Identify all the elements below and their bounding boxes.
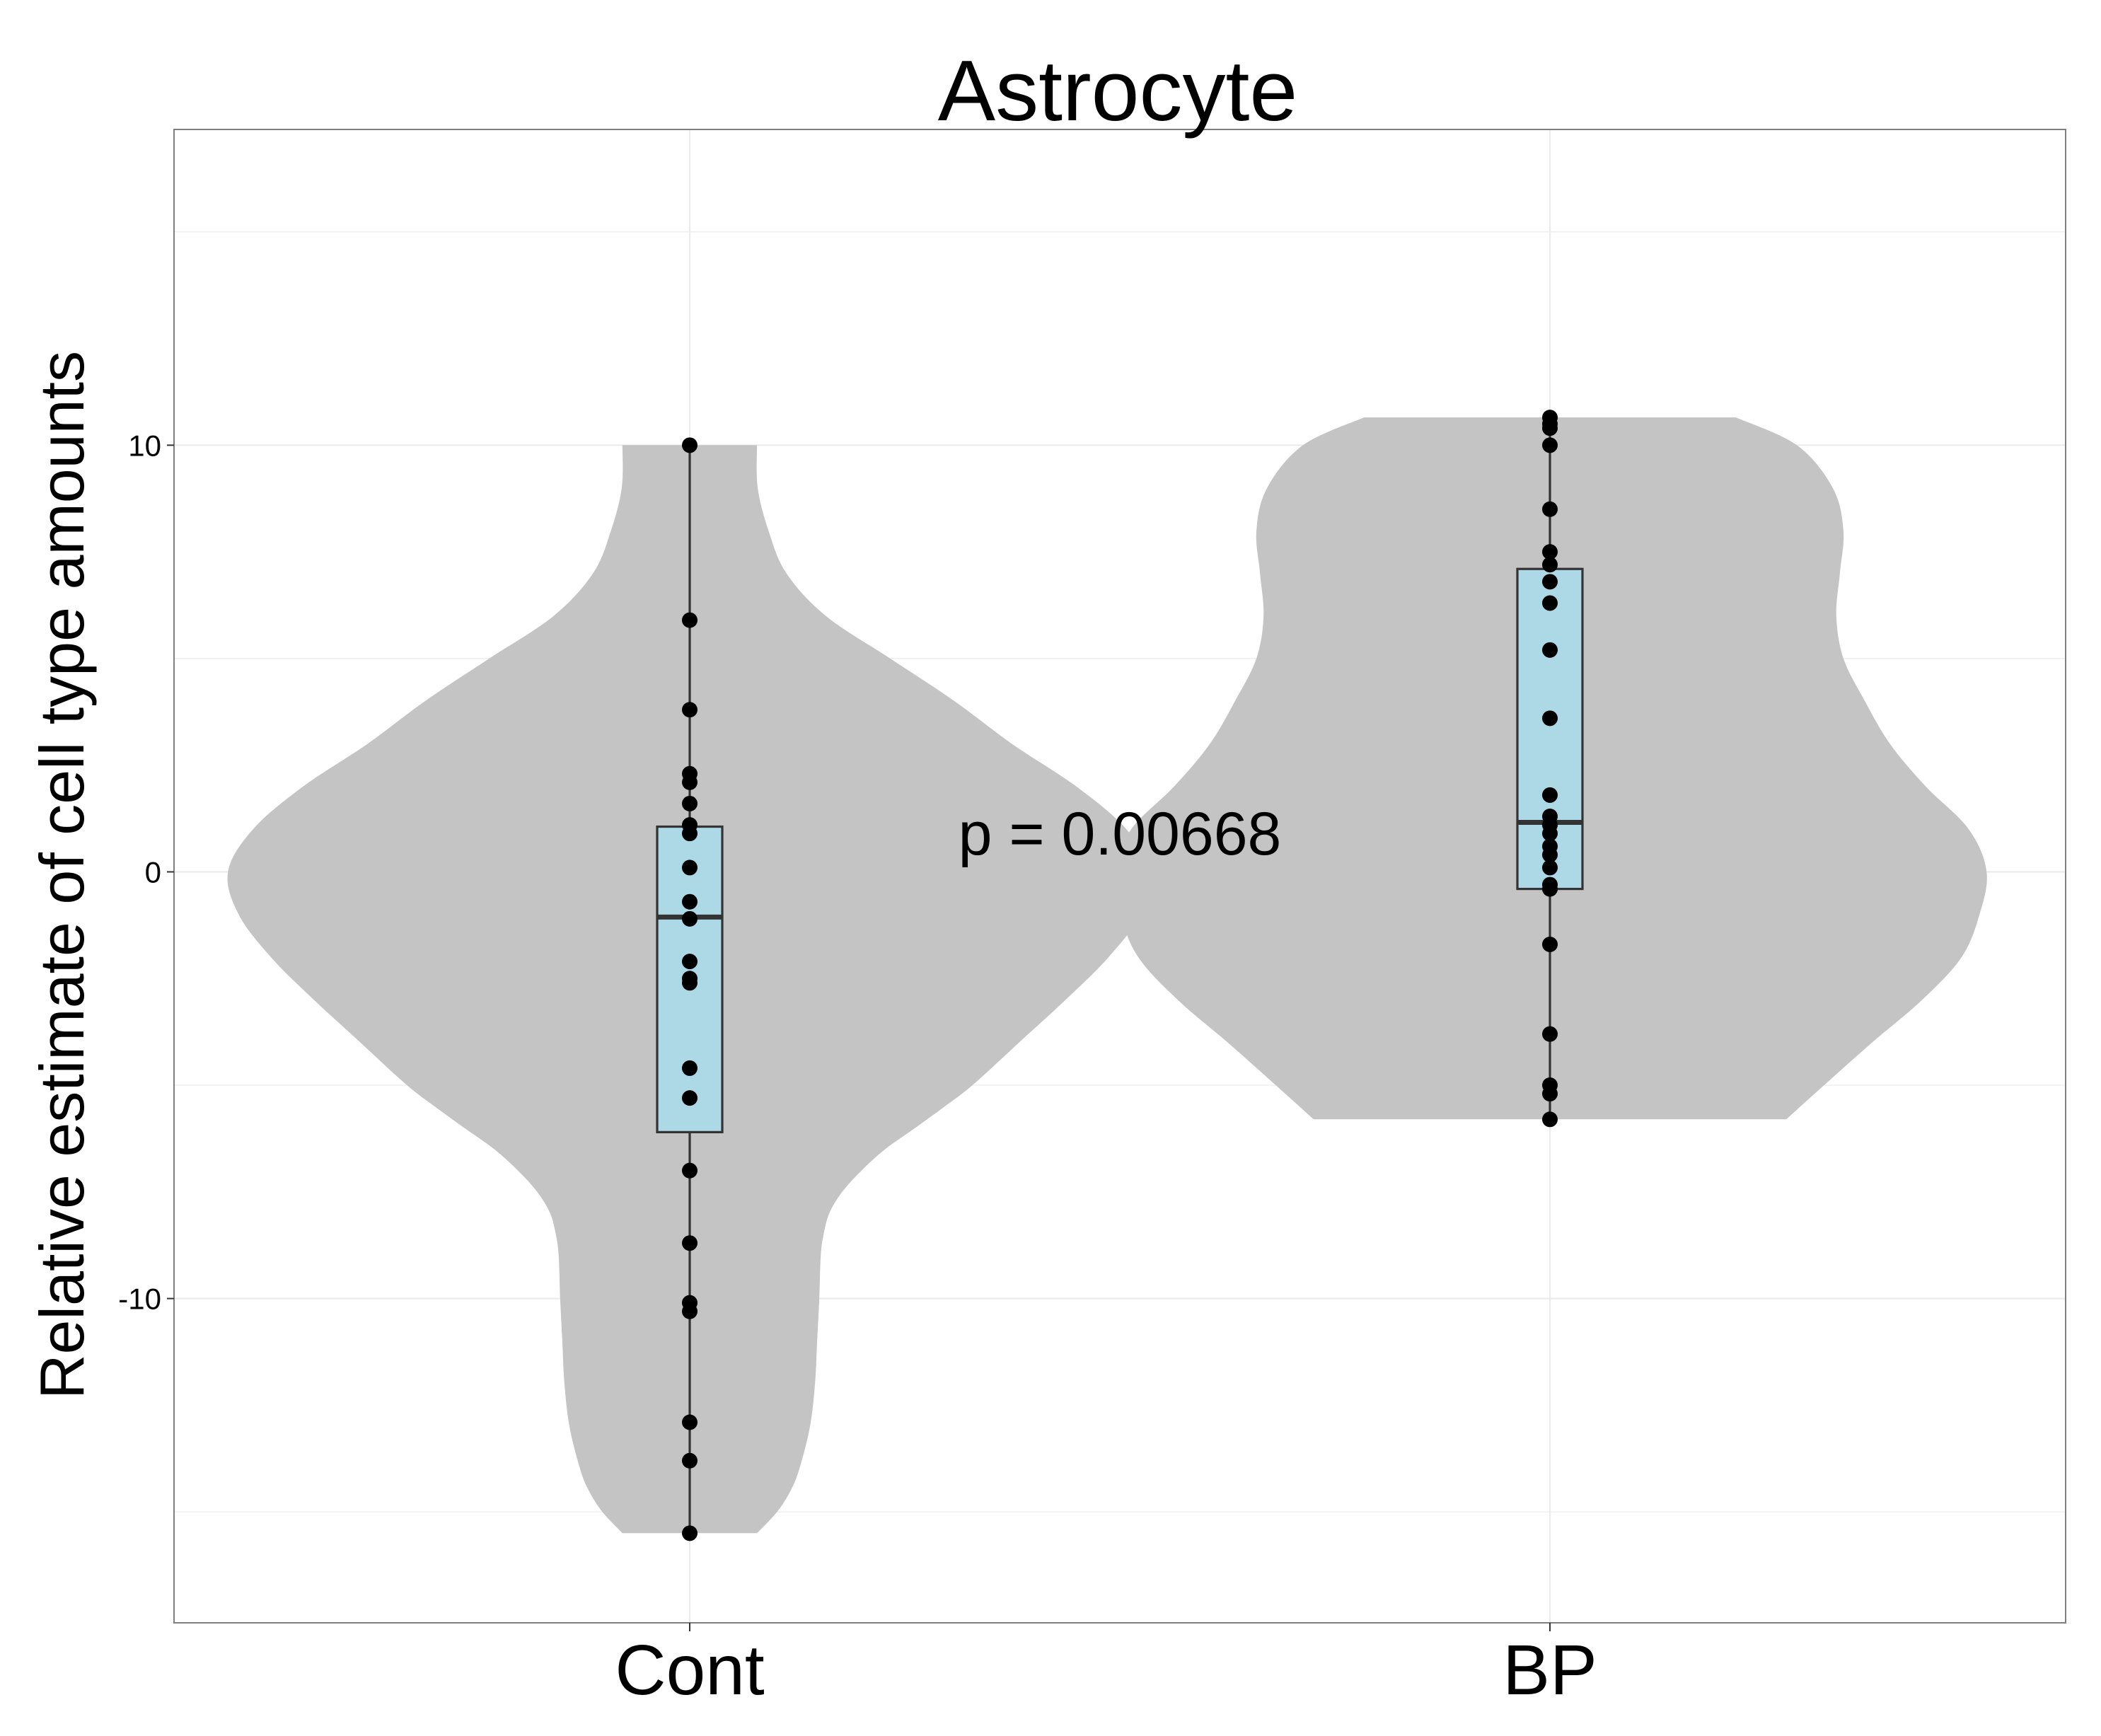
data-point: [682, 1414, 698, 1430]
data-point: [682, 910, 698, 927]
data-point: [682, 1060, 698, 1076]
data-point: [682, 774, 698, 790]
axis-ticks: 10 0 -10 Cont BP: [118, 429, 1597, 1710]
data-point: [682, 702, 698, 718]
data-point: [682, 612, 698, 628]
data-point: [682, 1090, 698, 1106]
data-point: [1542, 847, 1558, 863]
data-point: [1542, 937, 1558, 953]
data-point: [682, 1452, 698, 1469]
panel-border: [173, 129, 2066, 1624]
chart-title: Astrocyte: [938, 42, 1298, 139]
data-point: [1542, 544, 1558, 560]
y-tick-label: -10: [118, 1283, 161, 1316]
data-point: [1542, 787, 1558, 803]
data-point: [1542, 1111, 1558, 1128]
data-point: [682, 826, 698, 842]
data-point: [682, 1235, 698, 1251]
data-point: [1542, 574, 1558, 590]
data-point: [682, 954, 698, 970]
data-point: [1542, 557, 1558, 573]
y-tick-label: 10: [128, 429, 161, 462]
data-point: [682, 795, 698, 811]
x-tick-label-cont: Cont: [615, 1631, 764, 1710]
data-points: [682, 410, 1558, 1541]
data-point: [1542, 642, 1558, 658]
data-point: [682, 1525, 698, 1541]
data-point: [1542, 501, 1558, 517]
data-point: [1542, 420, 1558, 436]
data-point: [1542, 595, 1558, 611]
data-point: [682, 437, 698, 453]
y-axis-label: Relative estimate of cell type amounts: [27, 351, 97, 1399]
data-point: [682, 1303, 698, 1319]
data-point: [1542, 881, 1558, 897]
data-point: [682, 893, 698, 910]
data-point: [1542, 1026, 1558, 1042]
data-point: [1542, 860, 1558, 876]
data-point: [682, 860, 698, 876]
data-point: [682, 1162, 698, 1179]
p-value-annotation: p = 0.00668: [959, 800, 1282, 868]
y-tick-label: 0: [145, 855, 161, 889]
data-point: [1542, 437, 1558, 453]
data-point: [1542, 826, 1558, 842]
data-point: [682, 975, 698, 991]
x-tick-label-bp: BP: [1503, 1631, 1597, 1710]
data-point: [1542, 710, 1558, 727]
data-point: [1542, 1086, 1558, 1102]
